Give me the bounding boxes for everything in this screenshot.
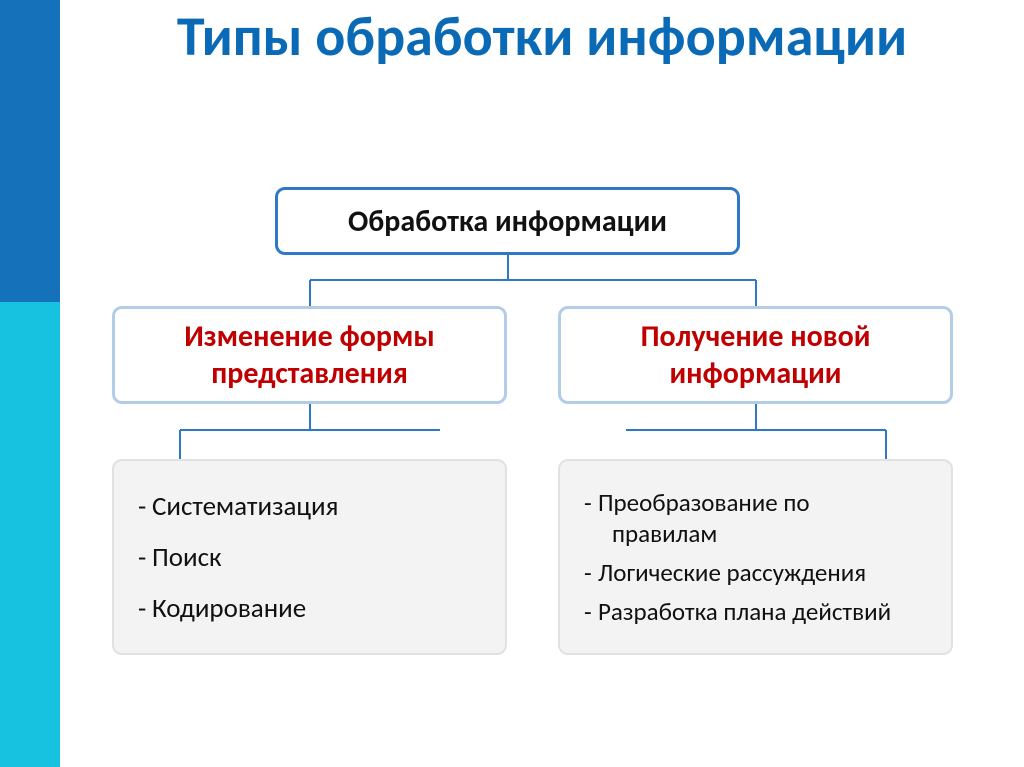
node-right-list: -Преобразование поправилам-Логические ра… <box>558 459 953 655</box>
list-item: -Кодирование <box>138 592 489 625</box>
list-item-label: Систематизация <box>152 490 489 523</box>
sidebar-top-block <box>0 0 60 302</box>
slide-title: Типы обработки информации <box>60 8 1024 67</box>
list-item-label: Разработка плана действий <box>598 596 935 627</box>
node-root: Обработка информации <box>275 187 740 255</box>
list-item: -Логические рассуждения <box>584 557 935 588</box>
list-item: -Систематизация <box>138 490 489 523</box>
list-item-label: Кодирование <box>152 592 489 625</box>
list-item-label: Логические рассуждения <box>598 557 935 588</box>
node-form-change-label: Изменение формы представления <box>129 318 490 392</box>
sidebar-bottom-block <box>0 302 60 767</box>
dash-icon: - <box>584 557 598 588</box>
node-new-info: Получение новой информации <box>558 306 953 404</box>
list-item-label: Поиск <box>152 541 489 574</box>
list-item: -Поиск <box>138 541 489 574</box>
dash-icon: - <box>584 487 598 518</box>
node-new-info-label: Получение новой информации <box>575 318 936 392</box>
list-item: -Преобразование поправилам <box>584 487 935 549</box>
node-root-label: Обработка информации <box>348 203 667 240</box>
dash-icon: - <box>584 596 598 627</box>
node-form-change: Изменение формы представления <box>112 306 507 404</box>
node-left-list: -Систематизация-Поиск-Кодирование <box>112 459 507 655</box>
dash-icon: - <box>138 490 152 523</box>
sidebar-decoration <box>0 0 60 767</box>
list-item: -Разработка плана действий <box>584 596 935 627</box>
list-item-label: Преобразование поправилам <box>598 487 935 549</box>
dash-icon: - <box>138 541 152 574</box>
dash-icon: - <box>138 592 152 625</box>
